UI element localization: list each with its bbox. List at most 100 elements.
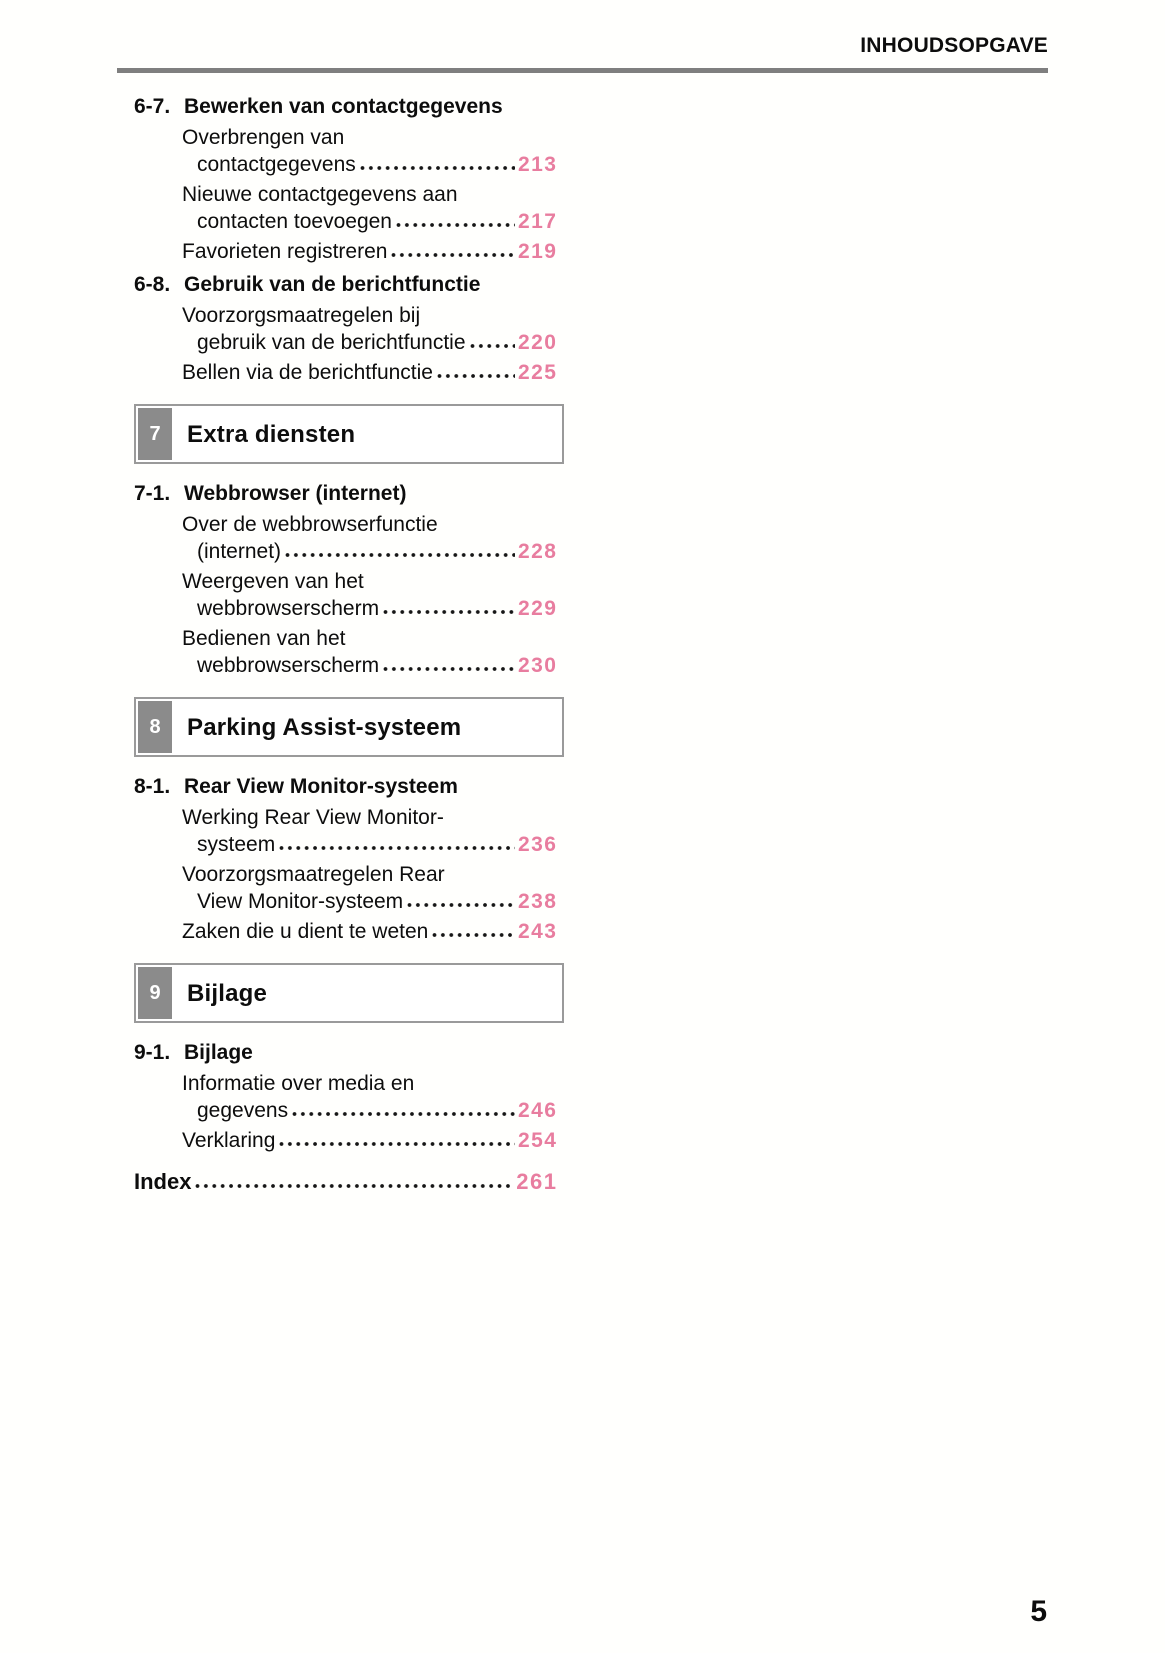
toc-entry-line: Weergeven van het [182, 570, 364, 593]
index-label: Index [134, 1169, 192, 1194]
toc-entry-line: Overbrengen van [182, 126, 345, 149]
leader-dots [279, 1141, 515, 1147]
page-number-ref: 243 [517, 920, 558, 943]
toc-entry-text: gegevens [197, 1099, 289, 1122]
leader-dots [407, 902, 515, 908]
chapter-title: Bijlage [187, 979, 268, 1007]
header-rule [117, 68, 1048, 73]
toc-entry-line: Nieuwe contactgegevens aan [182, 183, 458, 206]
toc-subsection-heading: 7-1. Webbrowser (internet) [134, 480, 564, 507]
toc-entry: Nieuwe contactgegevens aan contacten toev… [182, 181, 564, 235]
index-entry: Index 261 [134, 1168, 564, 1195]
subsection-title: Bewerken van contactgegevens [184, 95, 503, 118]
page-number-ref: 228 [517, 540, 558, 563]
toc-entry-text: Zaken die u dient te weten [182, 920, 429, 943]
chapter-banner: 7 Extra diensten [134, 404, 564, 464]
toc-entry-text: View Monitor-systeem [197, 890, 404, 913]
toc-entry: Overbrengen van contactgegevens 213 [182, 124, 564, 178]
page-number-ref: 236 [517, 833, 558, 856]
page-number-ref: 254 [517, 1129, 558, 1152]
toc-entry-line: Verklaring 254 [182, 1127, 564, 1154]
toc-entry: Over de webbrowserfunctie (internet) 228 [182, 511, 564, 565]
page-number-ref: 220 [517, 331, 558, 354]
toc-entry-text: Verklaring [182, 1129, 276, 1152]
toc-entry: Voorzorgsmaatregelen bij gebruik van de b… [182, 302, 564, 356]
toc-subsection-heading: 8-1. Rear View Monitor-systeem [134, 773, 564, 800]
toc-entry-line: webbrowserscherm 230 [182, 652, 564, 679]
page-number-ref: 229 [517, 597, 558, 620]
toc-entry-line: Werking Rear View Monitor- [182, 806, 444, 829]
toc-entry-text: Bellen via de berichtfunctie [182, 361, 433, 384]
toc-entry-line: Informatie over media en [182, 1072, 415, 1095]
toc-entry: Bedienen van het webbrowserscherm 230 [182, 625, 564, 679]
subsection-title: Gebruik van de berichtfunctie [184, 273, 481, 296]
toc-entry-line: webbrowserscherm 229 [182, 595, 564, 622]
leader-dots [195, 1183, 514, 1189]
page-number-ref: 230 [517, 654, 558, 677]
page-number-ref: 217 [517, 210, 558, 233]
toc-entry-list: Overbrengen van contactgegevens 213 Nieuwe … [134, 124, 564, 265]
subsection-title: Webbrowser (internet) [184, 482, 407, 505]
toc-entry-line: gebruik van de berichtfunctie 220 [182, 329, 564, 356]
leader-dots [437, 373, 515, 379]
toc-entry-line: Bedienen van het [182, 627, 346, 650]
page-number-ref: 238 [517, 890, 558, 913]
toc-entry-text: systeem [197, 833, 276, 856]
toc-entry: Werking Rear View Monitor-systeem 236 [182, 804, 564, 858]
toc-entry: Voorzorgsmaatregelen Rear View Monitor-sy… [182, 861, 564, 915]
chapter-title: Extra diensten [187, 420, 356, 448]
page-footer-number: 5 [1030, 1595, 1047, 1628]
leader-dots [396, 222, 515, 228]
page-number-ref: 225 [517, 361, 558, 384]
leader-dots [383, 666, 515, 672]
toc-entry-line: Voorzorgsmaatregelen bij [182, 304, 421, 327]
toc-subsection-heading: 9-1. Bijlage [134, 1039, 564, 1066]
toc-entry: Bellen via de berichtfunctie 225 [182, 359, 564, 386]
toc-entry-line: contacten toevoegen 217 [182, 208, 564, 235]
subsection-number: 6-8. [134, 273, 171, 296]
chapter-number-tab: 9 [138, 967, 172, 1019]
toc-subsection-heading: 6-7. Bewerken van contactgegevens [134, 93, 564, 120]
subsection-number: 8-1. [134, 775, 171, 798]
subsection-number: 7-1. [134, 482, 171, 505]
toc-entry-line: Bellen via de berichtfunctie 225 [182, 359, 564, 386]
subsection-title: Bijlage [184, 1041, 253, 1064]
subsection-number: 9-1. [134, 1041, 171, 1064]
toc-entry: Favorieten registreren 219 [182, 238, 564, 265]
toc-entry: Weergeven van het webbrowserscherm 229 [182, 568, 564, 622]
toc-entry-line: View Monitor-systeem 238 [182, 888, 564, 915]
page-number-ref: 246 [517, 1099, 558, 1122]
chapter-banner: 8 Parking Assist-systeem [134, 697, 564, 757]
leader-dots [359, 165, 515, 171]
toc-entry-text: contactgegevens [197, 153, 356, 176]
toc-entry-line: Voorzorgsmaatregelen Rear [182, 863, 445, 886]
toc-entry-line: gegevens 246 [182, 1097, 564, 1124]
page-number-ref: 213 [517, 153, 558, 176]
page-header: INHOUDSOPGAVE [117, 0, 1048, 73]
leader-dots [432, 932, 515, 938]
toc-entry-text: webbrowserscherm [197, 654, 380, 677]
leader-dots [469, 343, 515, 349]
subsection-title: Rear View Monitor-systeem [184, 775, 458, 798]
leader-dots [279, 845, 515, 851]
page-number-ref: 261 [516, 1169, 558, 1194]
subsection-number: 6-7. [134, 95, 171, 118]
chapter-banner: 9 Bijlage [134, 963, 564, 1023]
toc-entry-list: Informatie over media en gegevens 246 Verkl… [134, 1070, 564, 1154]
leader-dots [391, 252, 515, 258]
toc-entry-line: contactgegevens 213 [182, 151, 564, 178]
leader-dots [285, 552, 515, 558]
toc-entry-text: Favorieten registreren [182, 240, 388, 263]
toc-entry: Zaken die u dient te weten 243 [182, 918, 564, 945]
toc-entry-line: Over de webbrowserfunctie [182, 513, 438, 536]
page-number-ref: 219 [517, 240, 558, 263]
toc-entry-line: Favorieten registreren 219 [182, 238, 564, 265]
toc-entry-line: (internet) 228 [182, 538, 564, 565]
toc-entry-text: webbrowserscherm [197, 597, 380, 620]
toc-subsection-heading: 6-8. Gebruik van de berichtfunctie [134, 271, 564, 298]
chapter-number-tab: 8 [138, 701, 172, 753]
toc-entry-list: Voorzorgsmaatregelen bij gebruik van de b… [134, 302, 564, 386]
leader-dots [292, 1111, 515, 1117]
chapter-number-tab: 7 [138, 408, 172, 460]
